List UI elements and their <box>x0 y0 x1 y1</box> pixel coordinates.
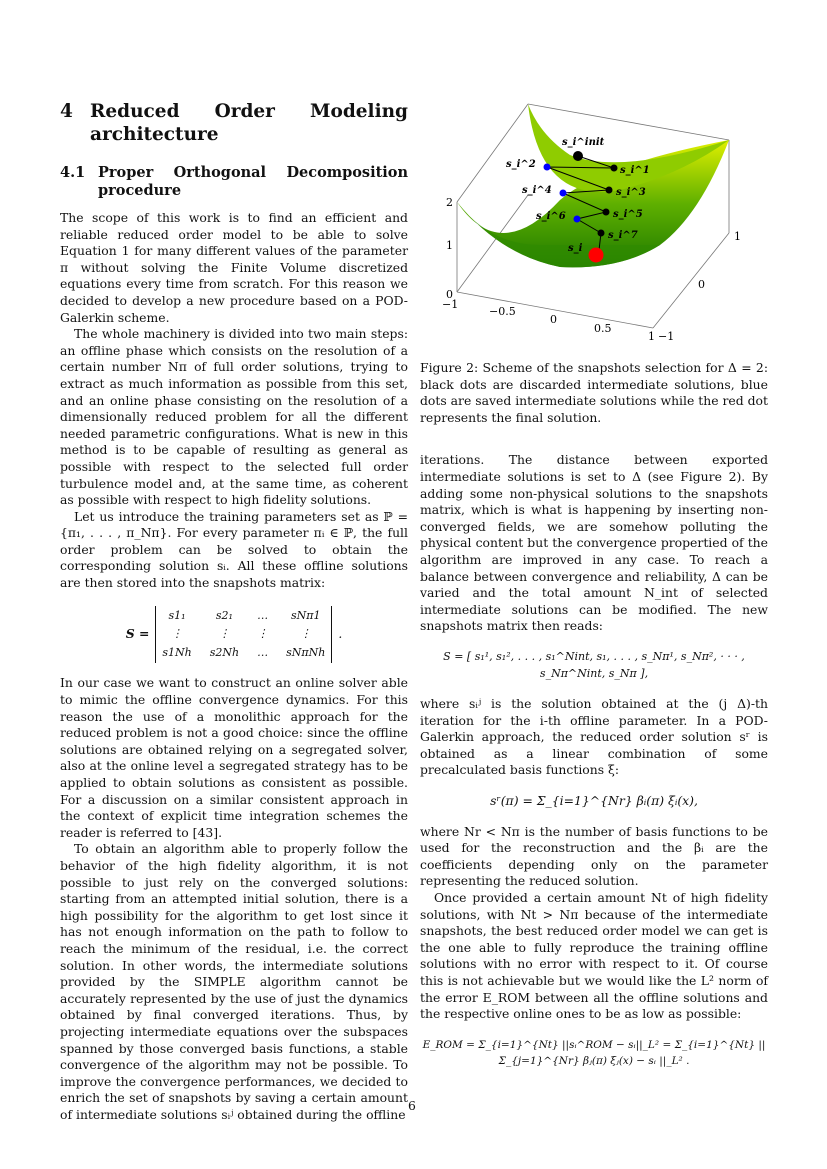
matrix-cell: sNπNh <box>286 645 326 659</box>
paragraph: The scope of this work is to find an eff… <box>60 210 408 325</box>
z-tick: 1 <box>446 239 453 252</box>
matrix-cell: s1₁ <box>168 608 186 622</box>
dot-saved <box>543 163 551 171</box>
z-tick: 0 <box>446 288 453 301</box>
matrix-cell: ⋮ <box>257 627 269 641</box>
z-tick: 2 <box>446 196 453 209</box>
label: s_i^7 <box>608 230 638 241</box>
matrix: s1₁ s2₁ … sNπ1 ⋮ ⋮ ⋮ ⋮ s1Nh s2Nh … sNπNh <box>155 605 333 664</box>
dot-init <box>573 151 583 161</box>
y-tick: −1 <box>658 330 674 343</box>
subsection-heading: 4.1 Proper Orthogonal Decomposition proce… <box>60 164 408 199</box>
surface-front <box>457 202 660 268</box>
dot-discarded <box>605 186 613 194</box>
matrix-cell: ⋮ <box>300 627 312 641</box>
x-tick: −1 <box>442 298 458 311</box>
figure-caption: Figure 2: Scheme of the snapshots select… <box>420 360 768 425</box>
label: s_i^init <box>562 137 605 148</box>
y-tick: 0 <box>698 278 705 291</box>
figure-surface-plot: s_i^init s_i^1 s_i^2 s_i^3 s_i^4 s_i^5 s… <box>442 103 741 343</box>
matrix-cell: … <box>257 608 269 622</box>
equation-error: E_ROM = Σ_{i=1}^{Nt} ||sᵢ^ROM − sᵢ||_L² … <box>422 1038 766 1068</box>
paragraph: To obtain an algorithm able to properly … <box>60 841 408 1122</box>
snapshots-matrix-equation: S = s1₁ s2₁… sNπ1 ⋮ ⋮ ⋮ ⋮ s1Nh s2Nh… sNπNh . <box>60 605 408 664</box>
right-column: s_i^init s_i^1 s_i^2 s_i^3 s_i^4 s_i^5 s… <box>420 95 768 1084</box>
x-tick: 0.5 <box>594 322 612 335</box>
axis-box <box>456 103 730 329</box>
matrix-cell: … <box>257 645 269 659</box>
surface-back <box>528 104 729 192</box>
label: s_i^3 <box>616 187 646 198</box>
label: s_i^5 <box>613 209 643 220</box>
paragraph: where sᵢʲ is the solution obtained at th… <box>420 696 768 778</box>
matrix-cell: ⋮ <box>218 627 230 641</box>
x-tick: −0.5 <box>489 305 516 318</box>
label: s_i^1 <box>620 165 650 176</box>
y-tick: 1 <box>734 230 741 243</box>
dot-discarded <box>602 208 610 216</box>
equation-snapshots: S = [ s₁¹, s₁², . . . , s₁^Nint, s₁, . .… <box>443 649 745 680</box>
section-heading: 4 Reduced Order Modeling architecture <box>60 101 408 145</box>
matrix-cell: sNπ1 <box>290 608 321 622</box>
dot-discarded <box>597 229 605 237</box>
matrix-cell: ⋮ <box>171 627 183 641</box>
paragraph: The whole machinery is divided into two … <box>60 326 408 508</box>
x-tick: 0 <box>550 313 557 326</box>
dot-saved <box>559 189 567 197</box>
matrix-cell: s1Nh <box>162 645 192 659</box>
paragraph: where Nr < Nπ is the number of basis fun… <box>420 823 768 889</box>
dot-discarded <box>610 164 618 172</box>
dot-final <box>588 247 604 263</box>
matrix-cell: s2Nh <box>209 645 240 659</box>
x-tick: 1 <box>648 330 655 343</box>
label: s_i^2 <box>506 159 536 170</box>
matrix-cell: s2₁ <box>215 608 233 622</box>
label: s_i^4 <box>522 185 552 196</box>
paragraph: Let us introduce the training parameters… <box>60 508 408 591</box>
dot-saved <box>573 215 581 223</box>
paragraph: iterations. The distance between exporte… <box>420 452 768 634</box>
label: s_i <box>568 243 583 254</box>
paragraph: Once provided a certain amount Nt of hig… <box>420 890 768 1022</box>
equation-reduced-solution: sʳ(π) = Σ_{i=1}^{Nr} βᵢ(π) ξᵢ(x), <box>490 793 698 809</box>
paragraph: In our case we want to construct an onli… <box>60 675 408 840</box>
label: s_i^6 <box>536 211 566 222</box>
left-column: 4 Reduced Order Modeling architecture 4.1… <box>60 100 408 1123</box>
page-number: 6 <box>408 1098 416 1113</box>
